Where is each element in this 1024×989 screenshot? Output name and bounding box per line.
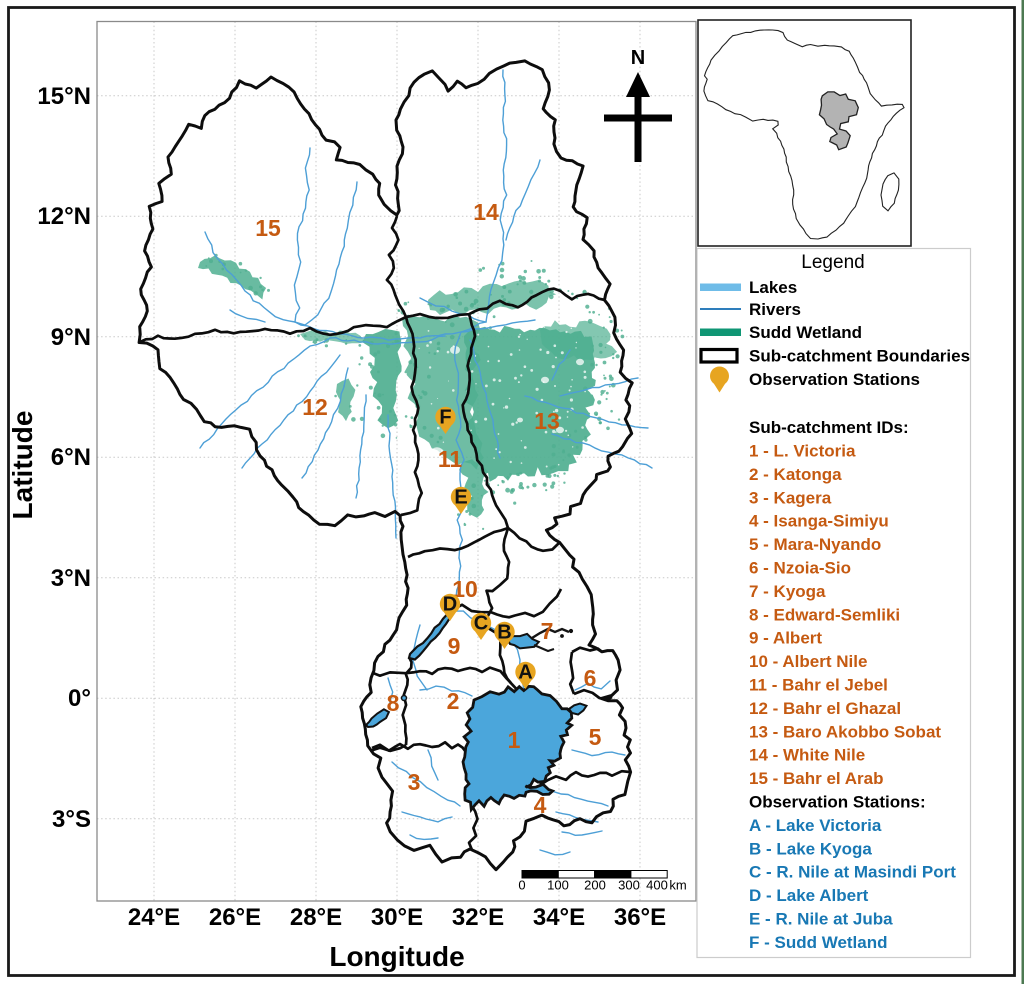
svg-text:9: 9	[448, 633, 461, 659]
svg-text:6 - Nzoia-Sio: 6 - Nzoia-Sio	[749, 559, 851, 578]
svg-text:3 - Kagera: 3 - Kagera	[749, 488, 832, 507]
svg-text:8: 8	[387, 690, 400, 716]
svg-text:30°E: 30°E	[371, 904, 423, 931]
svg-text:D: D	[443, 594, 457, 616]
svg-text:2 - Katonga: 2 - Katonga	[749, 465, 842, 484]
svg-text:6: 6	[584, 665, 597, 691]
svg-text:2: 2	[447, 688, 460, 714]
svg-text:C - R. Nile at Masindi Port: C - R. Nile at Masindi Port	[749, 863, 956, 882]
svg-text:4: 4	[534, 792, 547, 818]
svg-text:A - Lake Victoria: A - Lake Victoria	[749, 816, 882, 835]
svg-text:3°S: 3°S	[52, 806, 91, 833]
svg-text:13 - Baro Akobbo Sobat: 13 - Baro Akobbo Sobat	[749, 722, 941, 741]
svg-text:Sub-catchment Boundaries: Sub-catchment Boundaries	[749, 347, 970, 366]
svg-text:11 - Bahr el Jebel: 11 - Bahr el Jebel	[749, 676, 888, 695]
svg-text:km: km	[669, 878, 686, 893]
svg-text:Sub-catchment IDs:: Sub-catchment IDs:	[749, 418, 909, 437]
svg-text:10 - Albert Nile: 10 - Albert Nile	[749, 652, 867, 671]
svg-text:12°N: 12°N	[37, 203, 91, 230]
svg-text:7 - Kyoga: 7 - Kyoga	[749, 582, 826, 601]
svg-text:36°E: 36°E	[614, 904, 666, 931]
svg-text:12 - Bahr el Ghazal: 12 - Bahr el Ghazal	[749, 699, 901, 718]
svg-text:1 - L. Victoria: 1 - L. Victoria	[749, 442, 856, 461]
svg-text:E - R. Nile at Juba: E - R. Nile at Juba	[749, 910, 893, 929]
svg-text:Sudd Wetland: Sudd Wetland	[749, 323, 862, 342]
svg-text:Observation Stations: Observation Stations	[749, 370, 920, 389]
svg-text:Rivers: Rivers	[749, 300, 801, 319]
svg-text:N: N	[631, 47, 645, 69]
svg-text:5 - Mara-Nyando: 5 - Mara-Nyando	[749, 535, 881, 554]
svg-text:Latitude: Latitude	[7, 411, 38, 520]
svg-text:7: 7	[541, 618, 554, 644]
svg-text:5: 5	[589, 724, 602, 750]
svg-text:28°E: 28°E	[290, 904, 342, 931]
svg-text:B: B	[497, 622, 511, 644]
svg-text:24°E: 24°E	[128, 904, 180, 931]
svg-text:300: 300	[618, 878, 640, 893]
svg-text:3: 3	[408, 769, 421, 795]
svg-text:15 - Bahr el Arab: 15 - Bahr el Arab	[749, 769, 883, 788]
svg-text:32°E: 32°E	[452, 904, 504, 931]
svg-text:14: 14	[473, 199, 499, 225]
svg-text:D - Lake Albert: D - Lake Albert	[749, 886, 869, 905]
svg-text:B - Lake Kyoga: B - Lake Kyoga	[749, 839, 872, 858]
svg-text:Lakes: Lakes	[749, 278, 797, 297]
svg-text:0°: 0°	[68, 685, 91, 712]
svg-text:C: C	[474, 613, 488, 635]
svg-text:E: E	[454, 487, 467, 509]
svg-text:Legend: Legend	[801, 252, 864, 273]
svg-text:3°N: 3°N	[51, 565, 91, 592]
svg-text:Longitude: Longitude	[329, 941, 464, 972]
svg-text:100: 100	[547, 878, 569, 893]
svg-text:0: 0	[518, 878, 525, 893]
svg-text:26°E: 26°E	[209, 904, 261, 931]
svg-text:1: 1	[508, 727, 521, 753]
svg-text:12: 12	[302, 394, 328, 420]
svg-text:Observation Stations:: Observation Stations:	[749, 793, 926, 812]
svg-text:200: 200	[584, 878, 606, 893]
svg-text:4 - Isanga-Simiyu: 4 - Isanga-Simiyu	[749, 512, 889, 531]
svg-text:13: 13	[534, 408, 560, 434]
svg-text:A: A	[518, 662, 532, 684]
svg-text:9°N: 9°N	[51, 324, 91, 351]
svg-text:14 - White Nile: 14 - White Nile	[749, 746, 865, 765]
svg-text:6°N: 6°N	[51, 444, 91, 471]
svg-text:8 - Edward-Semliki: 8 - Edward-Semliki	[749, 605, 900, 624]
svg-text:11: 11	[438, 446, 463, 472]
svg-text:9 - Albert: 9 - Albert	[749, 629, 822, 648]
svg-text:15°N: 15°N	[37, 83, 91, 110]
svg-text:34°E: 34°E	[533, 904, 585, 931]
svg-text:400: 400	[646, 878, 668, 893]
svg-text:F: F	[439, 407, 451, 429]
svg-text:F - Sudd Wetland: F - Sudd Wetland	[749, 933, 888, 952]
svg-text:15: 15	[255, 215, 281, 241]
